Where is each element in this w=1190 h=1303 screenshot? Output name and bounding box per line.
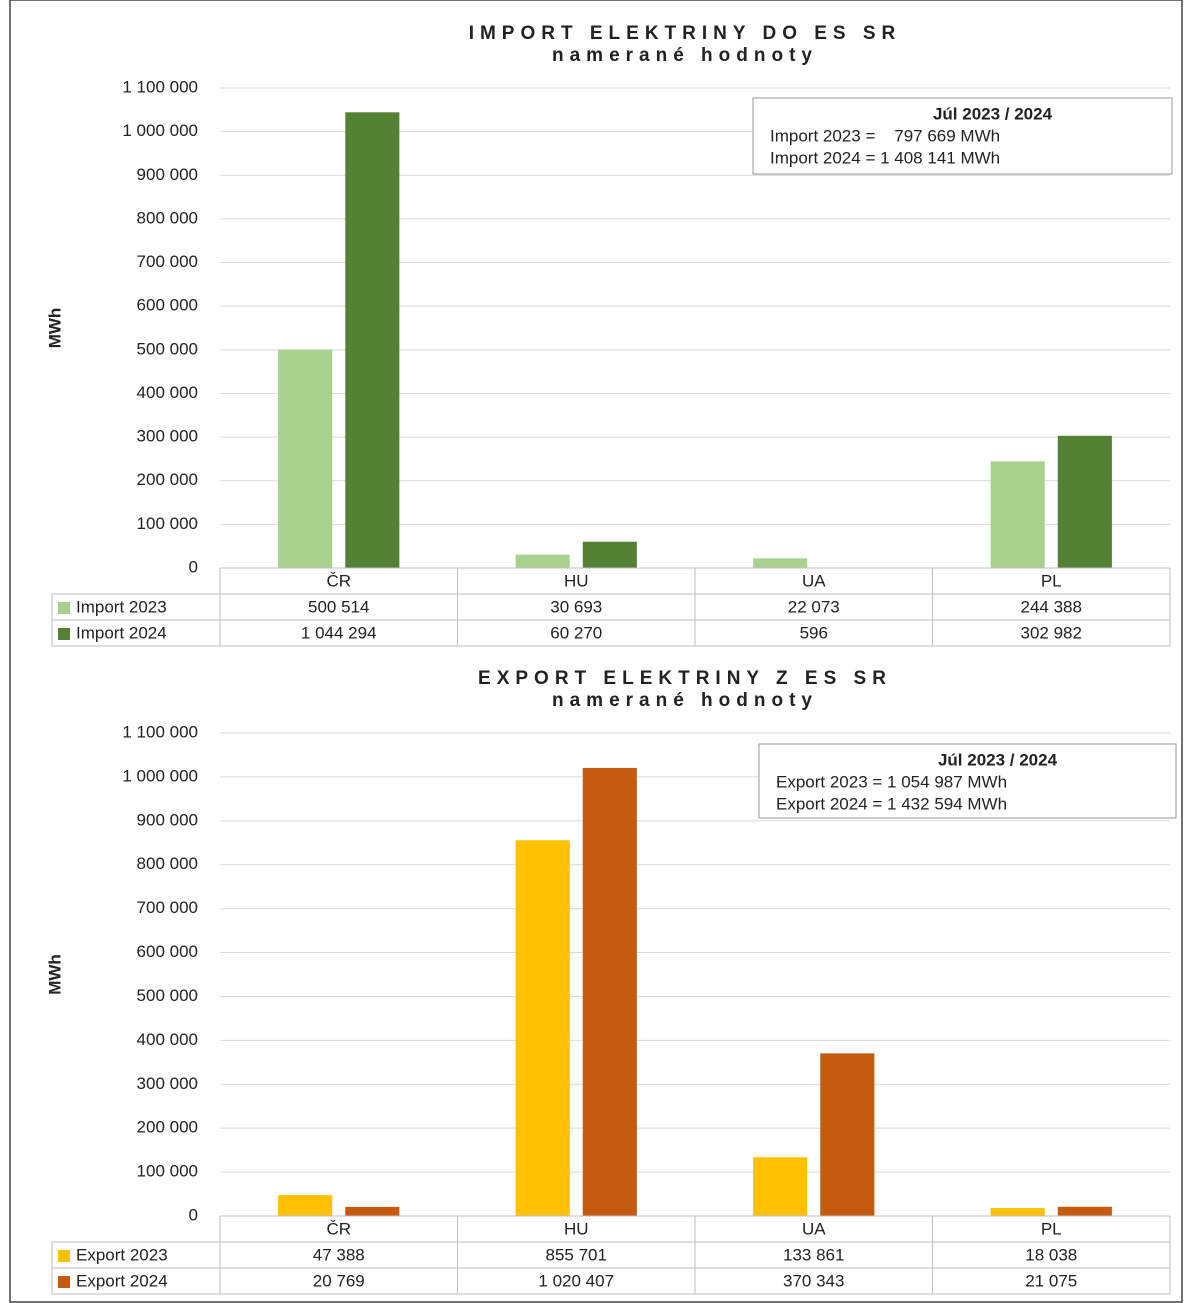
y-tick-label: 700 000	[137, 898, 198, 917]
y-tick-label: 800 000	[137, 854, 198, 873]
legend-label: Import 2023	[76, 597, 167, 616]
bar	[345, 112, 400, 568]
y-tick-label: 500 000	[137, 339, 198, 358]
y-tick-label: 700 000	[137, 252, 198, 271]
x-tick-label: HU	[564, 571, 589, 590]
data-label: 18 038	[1025, 1245, 1077, 1264]
data-label: 30 693	[550, 597, 602, 616]
y-tick-label: 200 000	[137, 1118, 198, 1137]
legend-label: Export 2023	[76, 1245, 168, 1264]
annotation-box	[758, 743, 1177, 819]
annotation-line: Export 2024 = 1 432 594 MWh	[776, 794, 1007, 813]
y-tick-label: 400 000	[137, 1030, 198, 1049]
y-tick-label: 100 000	[137, 514, 198, 533]
bar	[582, 767, 637, 1216]
data-label: 60 270	[550, 623, 602, 642]
bar	[990, 461, 1045, 568]
annotation-box	[752, 97, 1173, 175]
legend-swatch	[58, 602, 70, 614]
y-tick-label: 1 000 000	[122, 121, 198, 140]
bar	[582, 541, 637, 568]
bar	[1057, 435, 1112, 568]
y-tick-label: 600 000	[137, 296, 198, 315]
data-label: 20 769	[313, 1271, 365, 1290]
legend-label: Import 2024	[76, 623, 167, 642]
annotation-title: Júl 2023 / 2024	[933, 104, 1053, 123]
y-tick-label: 300 000	[137, 1074, 198, 1093]
legend-label: Export 2024	[76, 1271, 168, 1290]
bar	[515, 554, 570, 568]
data-label: 1 044 294	[301, 623, 377, 642]
data-label: 370 343	[783, 1271, 844, 1290]
y-axis-label: MWh	[45, 954, 64, 995]
y-tick-label: 1 100 000	[122, 77, 198, 96]
data-label: 244 388	[1021, 597, 1082, 616]
legend-swatch	[58, 1250, 70, 1262]
bar	[515, 840, 570, 1216]
x-tick-label: PL	[1041, 571, 1062, 590]
chart-title: EXPORT ELEKTRINY Z ES SR	[478, 668, 892, 689]
chart-subtitle: namerané hodnoty	[552, 45, 818, 66]
y-tick-label: 600 000	[137, 942, 198, 961]
data-label: 21 075	[1025, 1271, 1077, 1290]
bar	[820, 1053, 875, 1216]
data-label: 855 701	[546, 1245, 607, 1264]
annotation-line: Import 2024 = 1 408 141 MWh	[770, 148, 1000, 167]
x-tick-label: ČR	[326, 571, 351, 590]
y-axis-label: MWh	[45, 308, 64, 349]
y-tick-label: 1 100 000	[122, 722, 198, 741]
chart-subtitle: namerané hodnoty	[552, 690, 818, 711]
data-label: 22 073	[788, 597, 840, 616]
bar	[278, 349, 333, 568]
x-tick-label: HU	[564, 1219, 589, 1238]
annotation-line: Import 2023 = 797 669 MWh	[770, 126, 1000, 145]
annotation-line: Export 2023 = 1 054 987 MWh	[776, 772, 1007, 791]
x-tick-label: UA	[802, 571, 826, 590]
y-tick-label: 0	[189, 1205, 198, 1224]
y-tick-label: 800 000	[137, 208, 198, 227]
bar	[753, 1157, 808, 1216]
bar	[345, 1206, 400, 1216]
bar	[990, 1208, 1045, 1216]
bar	[1057, 1206, 1112, 1216]
x-tick-label: PL	[1041, 1219, 1062, 1238]
data-label: 500 514	[308, 597, 369, 616]
data-label: 1 020 407	[538, 1271, 614, 1290]
x-tick-label: ČR	[326, 1219, 351, 1238]
bar	[278, 1195, 333, 1216]
y-tick-label: 300 000	[137, 427, 198, 446]
data-label: 596	[800, 623, 828, 642]
data-label: 133 861	[783, 1245, 844, 1264]
y-tick-label: 900 000	[137, 165, 198, 184]
x-tick-label: UA	[802, 1219, 826, 1238]
chart-title: IMPORT ELEKTRINY DO ES SR	[469, 23, 902, 44]
bar	[753, 558, 808, 568]
y-tick-label: 200 000	[137, 470, 198, 489]
y-tick-label: 1 000 000	[122, 766, 198, 785]
y-tick-label: 0	[189, 557, 198, 576]
data-label: 47 388	[313, 1245, 365, 1264]
data-label: 302 982	[1021, 623, 1082, 642]
y-tick-label: 900 000	[137, 810, 198, 829]
legend-swatch	[58, 1276, 70, 1288]
y-tick-label: 500 000	[137, 986, 198, 1005]
frame	[9, 0, 1183, 1303]
annotation-title: Júl 2023 / 2024	[938, 750, 1058, 769]
legend-swatch	[58, 628, 70, 640]
y-tick-label: 400 000	[137, 383, 198, 402]
y-tick-label: 100 000	[137, 1162, 198, 1181]
